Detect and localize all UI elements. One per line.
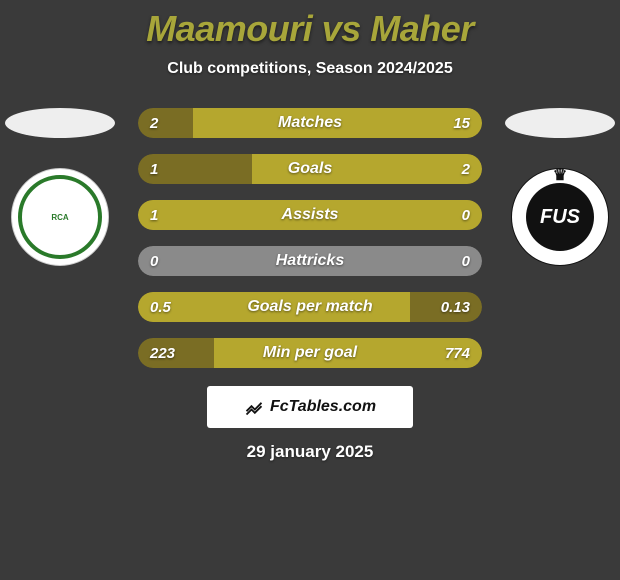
stat-row: 00Hattricks <box>138 246 482 276</box>
stat-row: 12Goals <box>138 154 482 184</box>
attribution-badge[interactable]: FcTables.com <box>207 386 413 428</box>
flag-right-icon <box>505 108 615 138</box>
page-title: Maamouri vs Maher <box>146 8 474 50</box>
stat-row: 10Assists <box>138 200 482 230</box>
club-badge-right-icon: ♛ FUS <box>511 168 609 266</box>
date-label: 29 january 2025 <box>247 442 374 462</box>
club-badge-left-icon: RCA <box>11 168 109 266</box>
stat-label: Min per goal <box>138 344 482 362</box>
club-initials-left: RCA <box>51 213 68 222</box>
stat-bars: 215Matches 12Goals 10Assists 00Hattricks 0.5… <box>120 108 500 368</box>
stat-label: Hattricks <box>138 252 482 270</box>
stat-row: 223774Min per goal <box>138 338 482 368</box>
stat-row: 215Matches <box>138 108 482 138</box>
stat-label: Goals per match <box>138 298 482 316</box>
chart-icon <box>244 397 264 417</box>
flag-left-icon <box>5 108 115 138</box>
attribution-text: FcTables.com <box>270 398 376 416</box>
stat-label: Matches <box>138 114 482 132</box>
stat-label: Assists <box>138 206 482 224</box>
stat-row: 0.50.13Goals per match <box>138 292 482 322</box>
comparison-body: RCA 215Matches 12Goals 10Assists 00Hattrick… <box>0 108 620 368</box>
club-initials-right: FUS <box>526 183 594 251</box>
player-left-column: RCA <box>0 108 120 266</box>
stat-label: Goals <box>138 160 482 178</box>
player-right-column: ♛ FUS <box>500 108 620 266</box>
subtitle: Club competitions, Season 2024/2025 <box>167 60 452 78</box>
comparison-card: Maamouri vs Maher Club competitions, Sea… <box>0 0 620 580</box>
